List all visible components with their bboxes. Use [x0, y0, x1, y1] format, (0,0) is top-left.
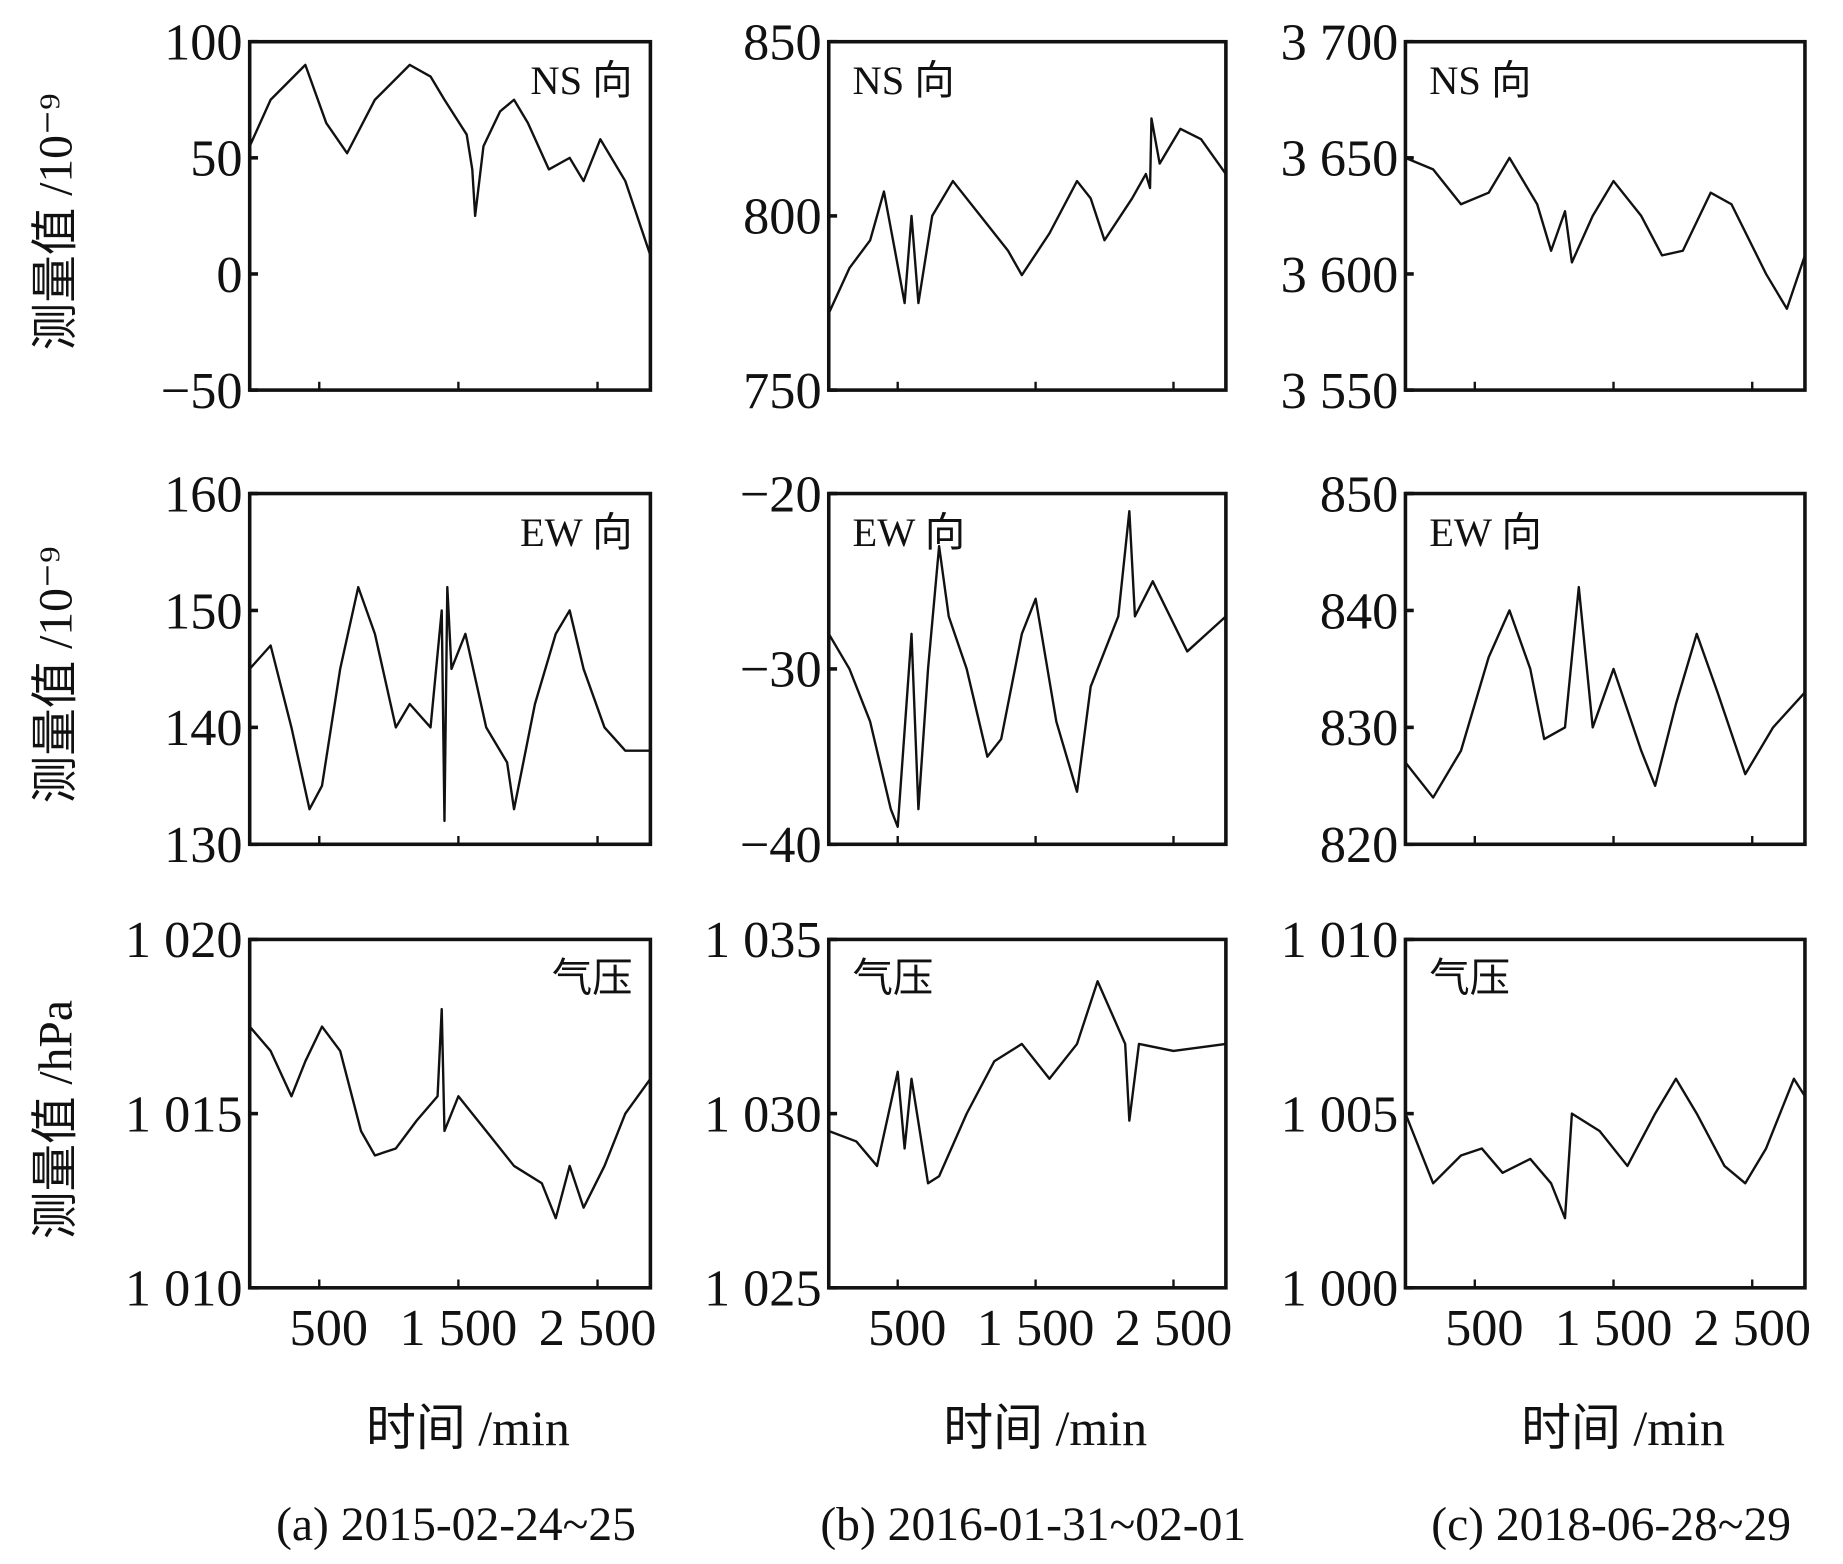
x-tick-label: 500	[1445, 1299, 1523, 1357]
y-tick-label: 100	[164, 14, 242, 72]
panel-c-row2: 850 840 830 820 EW 向	[1320, 465, 1807, 874]
data-series-line	[248, 1007, 652, 1220]
y-axis-label: 测量值 /10⁻⁹	[30, 93, 82, 350]
y-tick-label: 1 030	[704, 1085, 822, 1143]
panel-label: 气压	[853, 956, 934, 1001]
y-tick-label: 3 600	[1281, 246, 1399, 304]
y-tick-label: 160	[164, 465, 242, 523]
y-tick-label: 830	[1320, 699, 1398, 757]
y-tick-label: 1 035	[704, 911, 822, 969]
x-axis-label: 时间 /min	[1521, 1401, 1725, 1456]
panel-b-row2: −20 −30 −40 EW 向	[740, 465, 1228, 874]
y-tick-label: 0	[216, 246, 242, 304]
plot-frame	[1403, 39, 1807, 392]
data-series-line	[248, 585, 651, 823]
y-tick-label: 3 700	[1281, 14, 1399, 72]
y-tick-label: −40	[740, 816, 822, 874]
panel-label: NS 向	[853, 58, 955, 103]
x-tick-label: 1 500	[400, 1299, 518, 1357]
y-tick-label: 750	[743, 362, 821, 420]
y-tick-label: 150	[164, 582, 242, 640]
y-tick-label: 3 550	[1281, 362, 1399, 420]
data-series-line	[827, 509, 1227, 829]
data-series-line	[1404, 585, 1806, 799]
panel-c-row1: 3 700 3 650 3 600 3 550 NS 向	[1281, 14, 1807, 420]
y-tick-label: −20	[740, 465, 822, 523]
y-tick-label: 130	[164, 816, 242, 874]
data-series-line	[1404, 156, 1807, 310]
data-series-line	[248, 63, 652, 256]
panel-label: 气压	[1429, 956, 1510, 1001]
data-series-line	[827, 117, 1227, 314]
panel-label: EW 向	[853, 510, 966, 555]
subfigure-caption: (b) 2016-01-31~02-01	[820, 1499, 1246, 1551]
y-tick-label: 1 010	[1281, 911, 1399, 969]
subfigure-caption: (a) 2015-02-24~25	[276, 1499, 636, 1551]
y-tick-label: 1 025	[704, 1260, 822, 1318]
plot-frame	[247, 491, 653, 847]
subfigure-caption: (c) 2018-06-28~29	[1431, 1499, 1791, 1551]
y-tick-label: 3 650	[1281, 130, 1399, 188]
panel-b-row3: 1 035 1 030 1 025 500 1 500 2 500 气压	[704, 911, 1232, 1357]
y-tick-label: −50	[161, 362, 243, 420]
plot-frame	[247, 39, 653, 392]
x-tick-label: 2 500	[1693, 1299, 1811, 1357]
x-tick-label: 2 500	[1115, 1299, 1233, 1357]
y-tick-label: 1 005	[1281, 1085, 1399, 1143]
y-tick-label: 800	[743, 188, 821, 246]
x-tick-label: 2 500	[539, 1299, 657, 1357]
panel-b-row1: 850 800 750 NS 向	[743, 14, 1228, 420]
panel-label: EW 向	[520, 510, 633, 555]
x-axis-label: 时间 /min	[366, 1401, 570, 1456]
x-tick-label: 500	[290, 1299, 368, 1357]
panel-c-row3: 1 010 1 005 1 000 500 1 500 2 500 气压	[1281, 911, 1811, 1357]
y-tick-label: 850	[743, 14, 821, 72]
y-tick-label: 820	[1320, 816, 1398, 874]
y-tick-label: 1 015	[125, 1085, 243, 1143]
panel-label: NS 向	[530, 58, 632, 103]
y-tick-label: 850	[1320, 465, 1398, 523]
x-tick-label: 1 500	[1555, 1299, 1673, 1357]
y-tick-label: 1 000	[1281, 1260, 1399, 1318]
data-series-line	[828, 980, 1227, 1185]
x-tick-label: 1 500	[977, 1299, 1095, 1357]
y-axis-label: 测量值 /10⁻⁹	[30, 546, 82, 803]
y-tick-label: 1 010	[125, 1260, 243, 1318]
y-tick-label: 840	[1320, 582, 1398, 640]
panel-label: EW 向	[1429, 510, 1542, 555]
y-tick-label: 50	[190, 130, 242, 188]
panel-label: NS 向	[1429, 58, 1531, 103]
y-tick-label: 1 020	[125, 911, 243, 969]
x-tick-label: 500	[868, 1299, 946, 1357]
data-series-line	[1404, 1077, 1806, 1220]
y-tick-label: 140	[164, 699, 242, 757]
x-axis-label: 时间 /min	[943, 1401, 1147, 1456]
panel-label: 气压	[552, 956, 633, 1001]
y-axis-label: 测量值 /hPa	[30, 1000, 82, 1239]
plot-frame	[1403, 491, 1807, 847]
y-tick-label: −30	[740, 641, 822, 699]
